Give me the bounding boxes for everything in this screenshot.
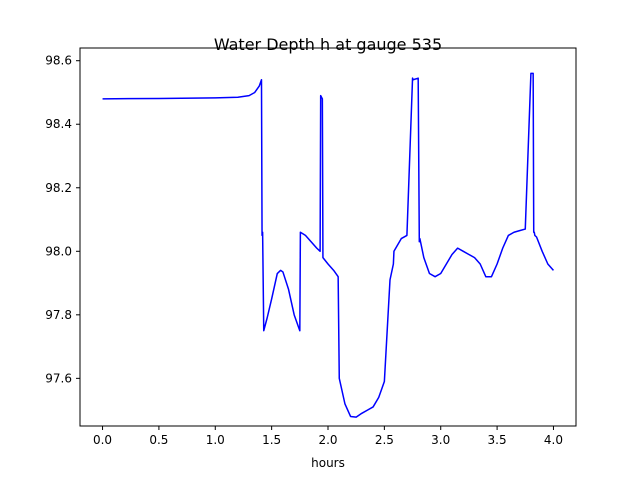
- x-tick-label: 0.0: [93, 433, 112, 447]
- x-tick-label: 0.5: [149, 433, 168, 447]
- x-tick-label: 3.5: [488, 433, 507, 447]
- y-tick-label: 97.8: [45, 308, 72, 322]
- plot-area: [102, 72, 555, 418]
- y-tick-label: 98.2: [45, 181, 72, 195]
- chart-title: Water Depth h at gauge 535: [214, 35, 442, 54]
- x-tick-label: 1.0: [206, 433, 225, 447]
- y-tick-label: 98.6: [45, 54, 72, 68]
- x-tick-label: 4.0: [544, 433, 563, 447]
- x-axis: 0.0 0.5 1.0 1.5 2.0 2.5 3.0 3.5 4.0: [93, 426, 563, 447]
- y-tick-label: 98.4: [45, 117, 72, 131]
- plot-frame: [79, 47, 577, 427]
- series-line: [102, 72, 555, 418]
- x-tick-label: 2.5: [375, 433, 394, 447]
- y-axis: 97.6 97.8 98.0 98.2 98.4 98.6: [45, 54, 80, 385]
- x-axis-label: hours: [311, 456, 345, 470]
- y-tick-label: 97.6: [45, 371, 72, 385]
- x-tick-label: 2.0: [318, 433, 337, 447]
- x-tick-label: 3.0: [431, 433, 450, 447]
- x-tick-label: 1.5: [262, 433, 281, 447]
- y-tick-label: 98.0: [45, 244, 72, 258]
